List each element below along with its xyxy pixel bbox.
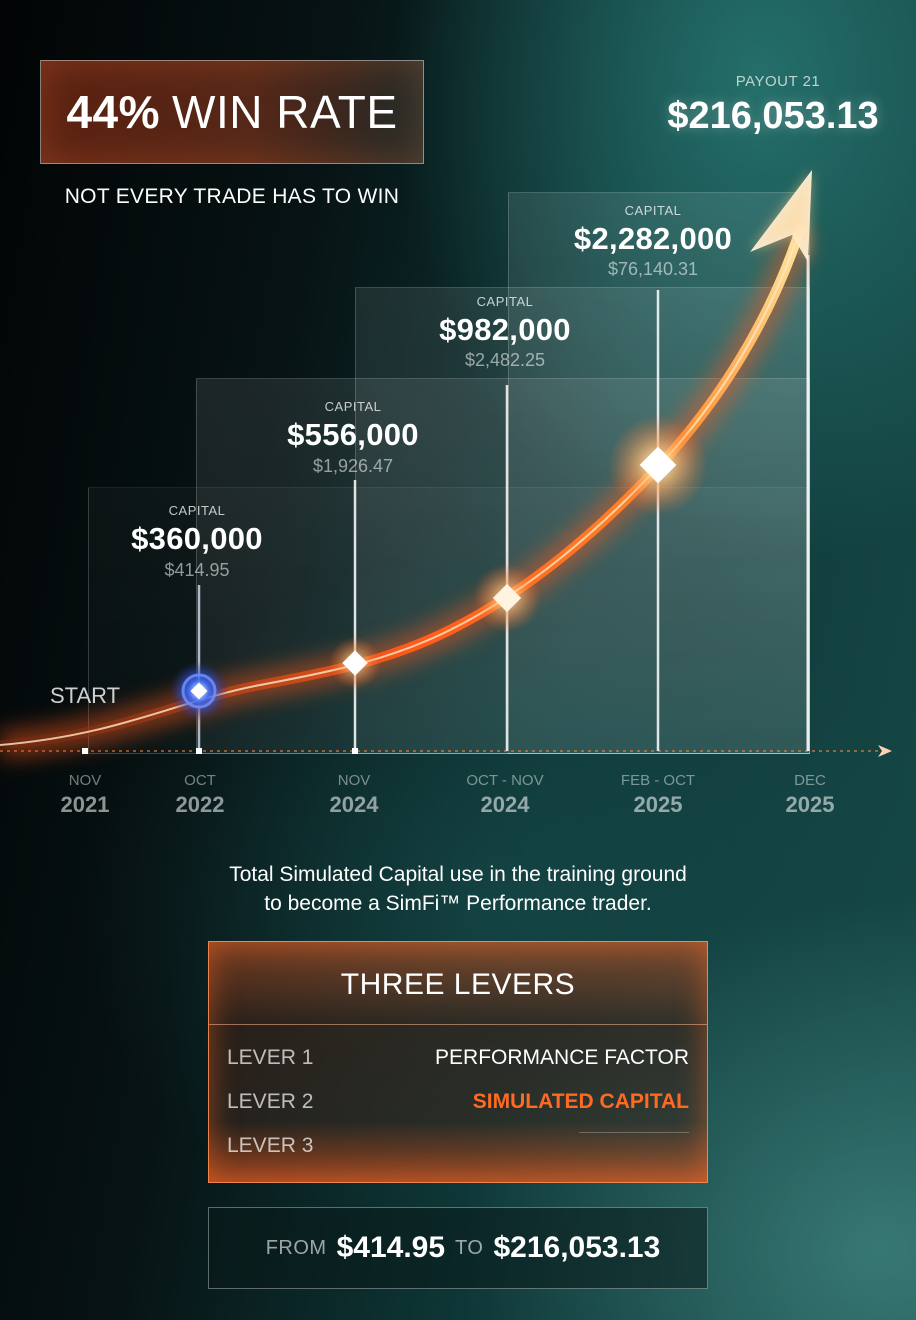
- lever-2-name: LEVER 2: [227, 1090, 314, 1113]
- tick-nov-2021: [82, 748, 88, 754]
- axis-month-1: NOV: [68, 772, 102, 789]
- payout-label: PAYOUT 21: [735, 73, 821, 90]
- subtitle: NOT EVERY TRADE HAS TO WIN: [64, 185, 400, 208]
- stage-1-label: CAPITAL: [168, 503, 226, 518]
- axis-arrow-icon: [878, 745, 892, 757]
- growth-chart: [0, 170, 892, 760]
- caption-line-2: to become a SimFi™ Performance trader.: [264, 892, 652, 915]
- stage-2-amount: $1,926.47: [312, 456, 394, 476]
- stage-4-label: CAPITAL: [624, 203, 682, 218]
- axis-year-6: 2025: [785, 792, 835, 817]
- stage-3-amount: $2,482.25: [464, 350, 546, 370]
- lever-row-2: LEVER 2 SIMULATED CAPITAL: [227, 1090, 689, 1120]
- axis-month-5: FEB - OCT: [620, 772, 696, 789]
- axis-month-4: OCT - NOV: [466, 772, 544, 789]
- from-word: FROM: [265, 1236, 327, 1259]
- axis-year-2: 2022: [175, 792, 225, 817]
- start-label: START: [50, 683, 121, 708]
- tick-oct-2022: [196, 748, 202, 754]
- levers-title: THREE LEVERS: [340, 968, 576, 1001]
- lever-1-value: PERFORMANCE FACTOR: [435, 1046, 689, 1069]
- axis-year-1: 2021: [60, 792, 110, 817]
- caption-line-1: Total Simulated Capital use in the train…: [229, 863, 687, 886]
- axis-year-4: 2024: [480, 792, 530, 817]
- start-node-icon: [190, 682, 208, 700]
- to-word: TO: [455, 1236, 484, 1259]
- win-rate-banner: 44% WIN RATE: [40, 60, 424, 164]
- lever-2-value: SIMULATED CAPITAL: [472, 1090, 689, 1113]
- stage-4-amount: $76,140.31: [607, 259, 699, 279]
- from-to-summary: FROM $414.95 TO $216,053.13: [208, 1207, 708, 1289]
- axis-year-5: 2025: [633, 792, 683, 817]
- levers-panel: THREE LEVERS LEVER 1 PERFORMANCE FACTOR …: [208, 941, 708, 1183]
- from-value: $414.95: [336, 1231, 446, 1264]
- node-nov-2024: [342, 650, 368, 676]
- caption: Total Simulated Capital use in the train…: [150, 860, 766, 918]
- axis-month-6: DEC: [794, 772, 826, 789]
- axis-month-3: NOV: [337, 772, 371, 789]
- stage-4-capital: $2,282,000: [573, 221, 733, 256]
- stage-1-amount: $414.95: [164, 560, 230, 580]
- axis-month-2: OCT: [184, 772, 216, 789]
- stage-2-capital: $556,000: [287, 417, 419, 452]
- lever-row-3: LEVER 3: [227, 1132, 689, 1164]
- lever-row-1: LEVER 1 PERFORMANCE FACTOR: [227, 1046, 689, 1076]
- win-rate-percent: 44%: [66, 86, 161, 138]
- lever-3-blank-line: [579, 1132, 689, 1133]
- node-feb-oct-2025: [639, 446, 677, 484]
- stage-2-label: CAPITAL: [324, 399, 382, 414]
- levers-divider: [209, 1024, 707, 1025]
- payout-value: $216,053.13: [667, 95, 879, 137]
- tick-nov-2024: [352, 748, 358, 754]
- win-rate-text: WIN RATE: [172, 86, 398, 138]
- stage-3-capital: $982,000: [439, 312, 571, 347]
- node-oct-nov-2024: [492, 583, 522, 613]
- axis-year-3: 2024: [329, 792, 379, 817]
- stage-1-capital: $360,000: [131, 521, 263, 556]
- to-value: $216,053.13: [493, 1231, 661, 1264]
- stage-3-label: CAPITAL: [476, 294, 534, 309]
- lever-1-name: LEVER 1: [227, 1046, 314, 1069]
- lever-3-name: LEVER 3: [227, 1134, 314, 1157]
